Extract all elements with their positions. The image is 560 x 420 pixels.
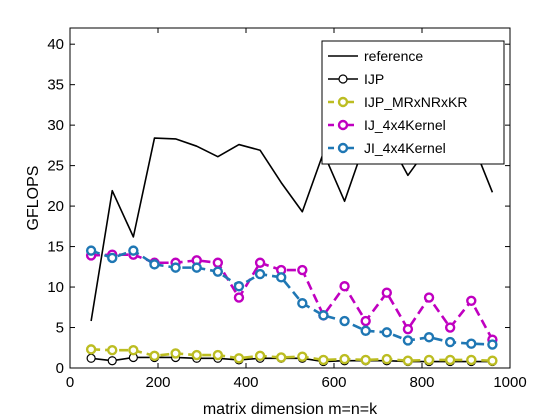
- data-point: [444, 354, 456, 366]
- legend-item: JI_4x4Kernel: [328, 140, 446, 156]
- legend-item: IJP: [328, 71, 384, 87]
- y-tick-label: 0: [56, 360, 64, 377]
- data-point: [254, 257, 266, 268]
- data-point: [423, 292, 435, 303]
- y-tick-label: 5: [56, 320, 64, 337]
- x-tick-label: 800: [409, 374, 434, 391]
- x-tick-label: 0: [66, 374, 74, 391]
- data-point: [276, 352, 287, 363]
- data-point: [444, 336, 456, 348]
- data-point: [402, 335, 414, 346]
- plot-frame: [69, 27, 511, 369]
- data-point: [254, 350, 266, 362]
- legend-item: IJ_4x4Kernel: [328, 117, 446, 133]
- data-point: [149, 259, 160, 270]
- data-point: [466, 338, 477, 349]
- data-point: [297, 298, 308, 309]
- legend-label: JI_4x4Kernel: [364, 140, 446, 156]
- y-tick-label: 40: [47, 36, 64, 53]
- data-point: [85, 245, 97, 256]
- data-point: [297, 351, 308, 362]
- data-point: [276, 272, 287, 283]
- data-point: [107, 344, 118, 356]
- data-point: [402, 355, 414, 366]
- legend: reference IJP IJP_MRxNRxKR IJ_4x4Kernel JI_4…: [321, 40, 505, 165]
- plot-content: [85, 135, 498, 367]
- legend-label: IJP: [364, 71, 384, 87]
- data-point: [85, 344, 97, 355]
- y-tick-label: 15: [47, 239, 64, 256]
- data-point: [360, 354, 371, 366]
- data-point: [128, 245, 139, 256]
- data-point: [86, 353, 96, 363]
- data-point: [212, 257, 224, 268]
- data-point: [170, 348, 181, 359]
- legend-item: reference: [328, 48, 423, 64]
- data-point: [318, 354, 329, 366]
- tick-marks: [69, 28, 511, 369]
- x-axis-label: matrix dimension m=n=k: [203, 401, 378, 418]
- data-point: [444, 322, 456, 333]
- data-point: [381, 327, 392, 338]
- data-point: [487, 355, 498, 366]
- data-point: [254, 268, 266, 280]
- y-tick-label: 25: [47, 158, 64, 175]
- data-point: [170, 262, 181, 273]
- legend-marker: [337, 119, 349, 131]
- data-point: [212, 266, 224, 277]
- y-tick-label: 30: [47, 117, 64, 134]
- data-point: [360, 325, 371, 336]
- x-tick-label: 400: [233, 374, 258, 391]
- data-point: [487, 339, 498, 350]
- data-point: [360, 315, 371, 327]
- series-IJP_MRxNRxKR: [85, 344, 498, 366]
- data-point: [107, 252, 118, 264]
- legend-label: IJP_MRxNRxKR: [364, 94, 467, 110]
- data-point: [381, 353, 392, 365]
- data-point: [339, 281, 350, 292]
- legend-marker: [337, 142, 349, 154]
- series-JI_4x4Kernel: [85, 245, 498, 350]
- data-point: [339, 353, 350, 365]
- data-point: [233, 292, 245, 303]
- data-point: [128, 344, 139, 356]
- data-point: [149, 350, 160, 362]
- x-tick-label: 600: [321, 374, 346, 391]
- legend-marker: [338, 74, 348, 84]
- legend-label: reference: [364, 48, 423, 64]
- data-point: [381, 287, 392, 298]
- data-point: [423, 332, 435, 343]
- data-point: [191, 349, 202, 361]
- data-point: [402, 323, 414, 335]
- data-point: [107, 356, 117, 366]
- series-line: [91, 253, 494, 341]
- data-point: [423, 354, 435, 366]
- data-point: [233, 353, 245, 364]
- series-IJ_4x4Kernel: [85, 249, 498, 345]
- y-tick-label: 10: [47, 279, 64, 296]
- y-tick-label: 35: [47, 77, 64, 94]
- data-point: [297, 264, 308, 276]
- legend-label: IJ_4x4Kernel: [364, 117, 446, 133]
- data-point: [466, 295, 477, 307]
- legend-marker: [337, 96, 349, 108]
- data-point: [339, 315, 350, 327]
- data-point: [318, 310, 329, 321]
- data-point: [233, 281, 245, 292]
- y-axis-label: GFLOPS: [25, 166, 42, 231]
- x-tick-label: 1000: [493, 374, 526, 391]
- data-point: [466, 354, 477, 366]
- tick-labels: 0 200 400 600 800 1000 0 5 10 15 20 25 30 35 40: [47, 36, 526, 391]
- data-point: [212, 349, 224, 361]
- data-point: [191, 262, 202, 273]
- y-tick-label: 20: [47, 198, 64, 215]
- x-tick-label: 200: [145, 374, 170, 391]
- legend-item: IJP_MRxNRxKR: [328, 94, 467, 110]
